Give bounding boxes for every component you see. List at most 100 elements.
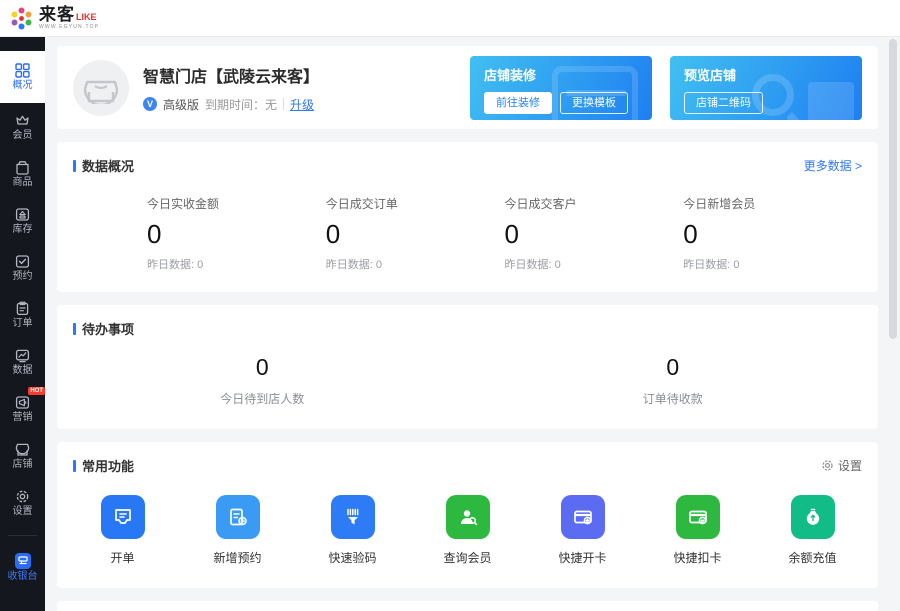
marketing-megaphone-icon [15,396,30,409]
setup-tabs: 搭建店铺 会员管理 拉新留存 [57,601,878,611]
vip-badge-icon: V [143,97,157,111]
section-accent-bar [73,459,76,472]
setup-card: 搭建店铺 会员管理 拉新留存 服务管理 卡项管理 店铺信 [57,601,878,611]
metric-value: 0 [147,219,162,249]
vertical-scrollbar[interactable] [889,39,897,339]
plan-name: 高级版 [163,97,200,112]
sidebar-item-inventory[interactable]: 库存 [0,198,45,244]
sidebar-item-label: 数据 [12,365,33,376]
sidebar-item-order[interactable]: 订单 [0,292,45,338]
store-info-card: 智慧门店【武陵云来客】 V 高级版 到期时间：无 升级 店铺装修 前往装修 更换… [57,46,878,129]
top-header: 来客 LIKE WWW.EGYUN.TOP [0,0,900,37]
store-front-icon [15,443,30,456]
metric-value: 0 [325,219,341,249]
sidebar-item-cashier[interactable]: 收银台 [0,544,45,590]
metric-label: 今日实收金额 [147,197,220,211]
store-qrcode-button[interactable]: 店铺二维码 [684,91,763,114]
sidebar-item-data[interactable]: 数据 [0,339,45,385]
qa-search-member[interactable]: 查询会员 [410,495,525,566]
qa-scan-code[interactable]: 快速验码 [295,495,410,566]
quick-actions-settings[interactable]: 设置 [821,457,862,474]
metric-sub: 昨日数据: 0 [147,259,204,271]
settings-label: 设置 [837,459,862,473]
search-member-icon [445,495,490,539]
main-content: 智慧门店【武陵云来客】 V 高级版 到期时间：无 升级 店铺装修 前往装修 更换… [45,37,900,611]
gear-icon [16,490,29,503]
qa-open-card[interactable]: 快捷开卡 [525,495,640,566]
metric-sub: 昨日数据: 0 [325,259,382,271]
todo-value: 0 [255,354,269,380]
logo-pinwheel-icon [11,7,32,29]
go-decorate-button[interactable]: 前往装修 [484,91,552,114]
todo-visitors: 0 今日待到店人数 [57,354,468,407]
sidebar-item-member[interactable]: 会员 [0,104,45,150]
member-crown-icon [16,115,29,125]
data-chart-icon [15,349,30,363]
qa-create-order[interactable]: 开单 [65,495,180,566]
appointment-check-icon [15,255,30,268]
qa-label: 查询会员 [443,551,492,565]
app-logo: 来客 LIKE WWW.EGYUN.TOP [8,5,99,32]
sidebar-item-label: 概况 [12,80,33,91]
new-appointment-icon [215,495,260,539]
store-avatar [73,59,129,116]
section-accent-bar [73,159,76,172]
qa-label: 开单 [110,551,135,565]
overview-grid-icon [15,63,30,78]
magnifier-deco-shape [752,73,794,116]
product-box-icon [16,161,29,175]
qa-new-appointment[interactable]: 新增预约 [180,495,295,566]
qr-deco-shape [808,81,854,120]
sidebar-item-label: 库存 [12,224,33,235]
sidebar-item-store[interactable]: 店铺 [0,433,45,479]
data-overview-title: 数据概况 [82,159,135,174]
more-data-link[interactable]: 更多数据 > [803,159,862,173]
sidebar-item-overview[interactable]: 概况 [0,51,45,103]
todo-value: 0 [666,354,680,380]
preview-banner-title: 预览店铺 [684,67,737,83]
sidebar-nav: 概况 会员 商品 库存 预约 订单 [0,37,45,611]
sidebar-item-label: 订单 [12,318,33,329]
sidebar-item-label: 会员 [12,130,33,141]
sidebar-item-label: 营销 [12,412,33,423]
metric-today-revenue: 今日实收金额 0 昨日数据: 0 [147,195,326,272]
logo-text: 来客 [39,5,75,24]
hot-badge: HOT [28,387,45,395]
open-card-icon [560,495,605,539]
metric-today-customers: 今日成交客户 0 昨日数据: 0 [505,195,684,272]
qa-deduct-card[interactable]: 快捷扣卡 [640,495,755,566]
metric-value: 0 [683,219,698,249]
metric-sub: 昨日数据: 0 [504,259,561,271]
todo-card: 待办事项 0 今日待到店人数 0 订单待收款 [57,305,878,429]
upgrade-link[interactable]: 升级 [290,97,315,112]
metric-new-members: 今日新增会员 0 昨日数据: 0 [683,195,862,272]
sidebar-item-label: 店铺 [12,459,33,470]
todo-pending-payment: 0 订单待收款 [468,354,879,407]
sidebar-item-label: 设置 [12,506,33,517]
sidebar-item-label: 收银台 [7,570,38,582]
store-title: 智慧门店【武陵云来客】 [143,68,320,86]
metric-label: 今日成交订单 [325,197,398,211]
recharge-icon [790,495,835,539]
phone-deco-shape [552,65,638,120]
store-preview-banner: 预览店铺 店铺二维码 [670,55,862,120]
sidebar-item-settings[interactable]: 设置 [0,480,45,526]
change-template-button[interactable]: 更换模板 [560,91,628,114]
sidebar-item-product[interactable]: 商品 [0,151,45,197]
metric-label: 今日成交客户 [504,197,577,211]
qa-label: 快速验码 [328,551,377,565]
sidebar-item-marketing[interactable]: HOT 营销 [0,386,45,432]
qa-recharge[interactable]: 余额充值 [755,495,870,566]
section-accent-bar [73,322,76,335]
metric-today-orders: 今日成交订单 0 昨日数据: 0 [326,195,505,272]
sidebar-divider [8,535,37,536]
expire-text: 到期时间：无 [205,97,278,112]
qa-label: 新增预约 [213,551,262,565]
todo-title: 待办事项 [82,322,135,337]
metric-label: 今日新增会员 [683,197,756,211]
logo-url: WWW.EGYUN.TOP [39,24,100,30]
qa-label: 快捷扣卡 [673,551,722,565]
deduct-card-icon [675,495,720,539]
qa-label: 余额充值 [788,551,837,565]
sidebar-item-appointment[interactable]: 预约 [0,245,45,291]
